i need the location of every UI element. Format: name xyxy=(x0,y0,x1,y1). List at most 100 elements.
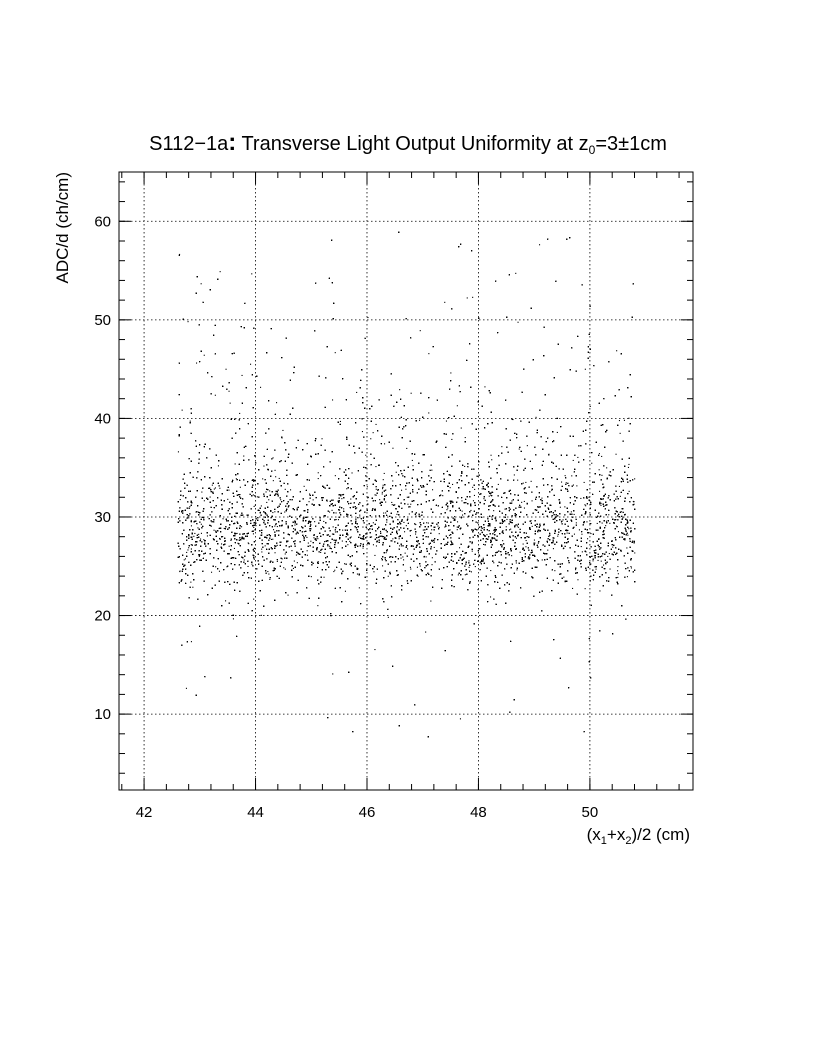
data-point xyxy=(626,576,628,578)
data-point xyxy=(402,556,404,558)
data-point xyxy=(617,573,619,575)
data-point xyxy=(456,526,458,528)
data-point xyxy=(632,540,634,542)
data-point xyxy=(332,399,334,401)
data-point xyxy=(235,478,237,480)
data-point xyxy=(209,496,211,498)
data-point xyxy=(444,526,446,528)
data-point xyxy=(523,507,525,509)
data-point xyxy=(490,596,492,598)
data-point xyxy=(222,518,224,520)
data-point xyxy=(190,581,192,583)
data-point xyxy=(531,525,533,527)
data-point xyxy=(383,472,385,474)
data-point xyxy=(225,368,227,370)
data-point xyxy=(239,412,241,414)
data-point xyxy=(195,511,197,513)
data-point xyxy=(464,465,466,467)
data-point xyxy=(585,505,587,507)
data-point xyxy=(471,543,473,545)
data-point xyxy=(472,500,474,502)
data-point xyxy=(321,438,323,440)
data-point xyxy=(281,437,283,439)
data-point xyxy=(459,718,461,720)
data-point xyxy=(596,522,598,524)
data-point xyxy=(517,321,519,323)
data-point xyxy=(203,354,205,356)
data-point xyxy=(236,532,238,534)
data-point xyxy=(626,547,628,549)
data-point xyxy=(308,501,310,503)
data-point xyxy=(589,405,591,407)
data-point xyxy=(343,493,345,495)
data-point xyxy=(547,549,549,551)
data-point xyxy=(506,518,508,520)
data-point xyxy=(530,520,532,522)
data-point xyxy=(196,362,198,364)
data-point xyxy=(347,544,349,546)
data-point xyxy=(327,545,329,547)
data-point xyxy=(622,517,624,519)
data-point xyxy=(190,641,192,643)
data-point xyxy=(198,533,200,535)
data-point xyxy=(605,525,607,527)
data-point xyxy=(571,475,573,477)
data-point xyxy=(585,497,587,499)
data-point xyxy=(548,453,550,455)
data-point xyxy=(329,511,331,513)
data-point xyxy=(258,509,260,511)
data-point xyxy=(505,526,507,528)
data-point xyxy=(307,542,309,544)
data-point xyxy=(398,538,400,540)
data-point xyxy=(241,526,243,528)
data-point xyxy=(408,513,410,515)
data-point xyxy=(575,522,577,524)
data-point xyxy=(267,571,269,573)
data-point xyxy=(296,562,298,564)
data-point xyxy=(350,498,352,500)
data-point xyxy=(177,451,179,453)
data-point xyxy=(211,484,213,486)
data-point xyxy=(431,557,433,559)
data-point xyxy=(628,490,630,492)
data-point xyxy=(620,511,622,513)
data-point xyxy=(627,466,629,468)
data-point xyxy=(225,600,227,602)
data-point xyxy=(375,488,377,490)
data-point xyxy=(241,374,243,376)
data-point xyxy=(330,548,332,550)
data-point xyxy=(284,511,286,513)
data-point xyxy=(332,526,334,528)
data-point xyxy=(356,573,358,575)
data-point xyxy=(190,525,192,527)
data-points xyxy=(177,231,636,738)
data-point xyxy=(342,529,344,531)
data-point xyxy=(222,536,224,538)
data-point xyxy=(580,546,582,548)
data-point xyxy=(461,500,463,502)
chart-title: S112−1a: Transverse Light Output Uniform… xyxy=(149,129,667,157)
data-point xyxy=(394,504,396,506)
data-point xyxy=(419,419,421,421)
data-point xyxy=(375,423,377,425)
data-point xyxy=(287,594,289,596)
data-point xyxy=(597,559,599,561)
data-point xyxy=(526,445,528,447)
data-point xyxy=(603,568,605,570)
data-point xyxy=(576,485,578,487)
data-point xyxy=(472,486,474,488)
data-point xyxy=(559,506,561,508)
data-point xyxy=(572,459,574,461)
grid-lines xyxy=(119,172,693,790)
data-point xyxy=(206,535,208,537)
data-point xyxy=(490,570,492,572)
data-point xyxy=(268,499,270,501)
data-point xyxy=(334,569,336,571)
data-point xyxy=(425,631,427,633)
data-point xyxy=(362,547,364,549)
data-point xyxy=(291,550,293,552)
data-point xyxy=(479,561,481,563)
data-point xyxy=(583,481,585,483)
data-point xyxy=(522,482,524,484)
data-point xyxy=(392,480,394,482)
